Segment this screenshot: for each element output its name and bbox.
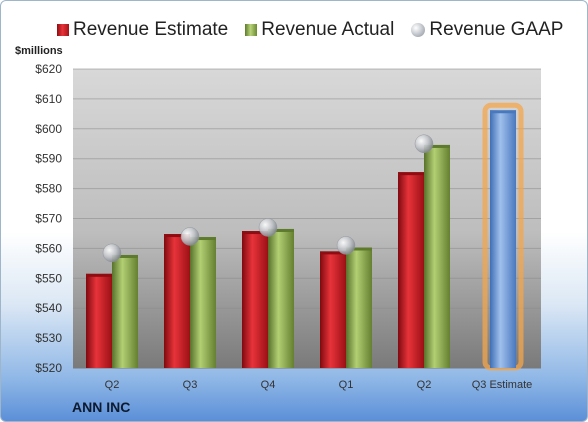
legend-item-estimate: Revenue Estimate <box>57 19 228 41</box>
x-tick-label: Q3 <box>183 379 198 391</box>
x-tick-label: Q2 <box>417 379 432 391</box>
bar-actual-cap <box>112 254 138 258</box>
gaap-point <box>102 243 122 263</box>
legend-item-gaap: Revenue GAAP <box>411 19 563 41</box>
bar-actual <box>424 144 450 368</box>
y-tick-label: $610 <box>35 92 62 106</box>
bar-estimate-cap <box>242 231 268 235</box>
legend-item-actual: Revenue Actual <box>245 19 394 41</box>
bar-estimate <box>242 231 268 368</box>
legend-label-estimate: Revenue Estimate <box>73 19 229 40</box>
bar-estimate <box>320 251 346 368</box>
bar-estimate-cap <box>320 251 346 255</box>
bar-actual <box>112 254 138 368</box>
bar-actual <box>268 228 294 368</box>
gaap-point <box>336 236 356 255</box>
bar-actual <box>346 247 372 368</box>
y-tick-label: $540 <box>35 301 62 315</box>
bar-actual-cap <box>268 228 294 232</box>
bar-estimate <box>86 273 112 368</box>
bar-estimate-cap <box>86 273 112 277</box>
y-tick-label: $530 <box>35 331 62 345</box>
y-tick-label: $580 <box>35 182 62 196</box>
y-tick-label: $560 <box>35 241 62 255</box>
gaap-point <box>180 227 200 246</box>
y-tick-label: $520 <box>35 361 62 375</box>
bar-estimate-cap <box>398 172 424 176</box>
bar-actual-cap <box>190 237 216 241</box>
x-tick-label: Q3 Estimate <box>472 379 533 391</box>
bar-estimate-cap <box>164 234 190 238</box>
bar-estimate <box>490 110 516 369</box>
x-tick-label: Q2 <box>105 379 120 391</box>
legend-swatch-gaap <box>411 23 426 37</box>
bar-actual-cap <box>424 144 450 148</box>
x-tick-label: Q4 <box>261 379 276 391</box>
y-tick-label: $620 <box>35 62 62 76</box>
y-tick-label: $590 <box>35 152 62 166</box>
legend-swatch-estimate <box>57 24 69 36</box>
x-tick-label: Q1 <box>339 379 354 391</box>
bar-actual <box>190 237 216 368</box>
legend: Revenue Estimate Revenue Actual Revenue … <box>57 18 580 42</box>
legend-swatch-actual <box>245 24 258 36</box>
bar-actual-cap <box>346 247 372 251</box>
legend-label-actual: Revenue Actual <box>261 19 395 40</box>
bar-estimate <box>398 172 424 368</box>
bar-estimate-cap <box>490 110 516 114</box>
bar-estimate <box>164 234 190 368</box>
legend-label-gaap: Revenue GAAP <box>429 19 564 40</box>
gaap-point <box>414 134 434 153</box>
company-name: ANN INC <box>72 399 131 415</box>
y-axis-units: $millions <box>15 45 63 57</box>
gaap-point <box>258 218 278 237</box>
y-tick-label: $570 <box>35 212 62 226</box>
y-tick-label: $550 <box>35 271 62 285</box>
y-tick-label: $600 <box>35 122 62 136</box>
